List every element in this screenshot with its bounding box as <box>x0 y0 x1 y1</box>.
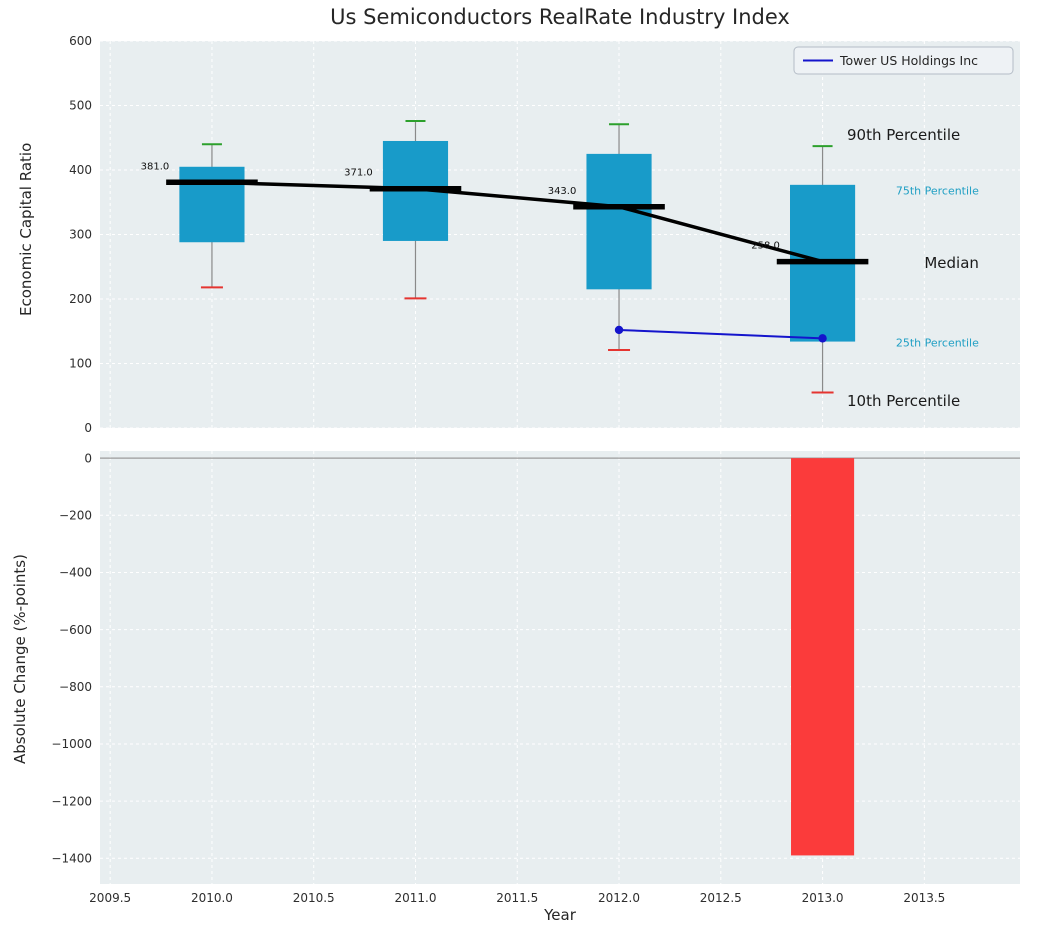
median-value-label: 371.0 <box>344 168 373 179</box>
x-tick-label: 2013.0 <box>802 891 844 905</box>
top-y-tick-label: 500 <box>69 99 92 113</box>
bottom-y-tick-label: −400 <box>59 566 92 580</box>
top-y-tick-label: 100 <box>69 357 92 371</box>
x-tick-label: 2011.0 <box>394 891 436 905</box>
company-line <box>618 328 823 340</box>
percentile-box <box>586 153 652 290</box>
percentile-annotation: 75th Percentile <box>896 184 979 197</box>
bottom-y-tick-label: −800 <box>59 680 92 694</box>
percentile-box <box>179 166 245 243</box>
chart-title: Us Semiconductors RealRate Industry Inde… <box>330 5 790 29</box>
bottom-y-tick-label: −1200 <box>51 794 92 808</box>
bottom-y-tick-label: −1400 <box>51 851 92 865</box>
x-tick-label: 2012.0 <box>598 891 640 905</box>
x-tick-label: 2010.0 <box>191 891 233 905</box>
bottom-y-tick-label: 0 <box>84 451 92 465</box>
x-tick-label: 2013.5 <box>903 891 945 905</box>
plot-background <box>100 451 1020 884</box>
median-value-label: 258.0 <box>751 241 780 252</box>
top-y-tick-label: 300 <box>69 228 92 242</box>
plot-background <box>100 41 1020 428</box>
change-bar <box>791 458 855 856</box>
legend-label: Tower US Holdings Inc <box>839 53 978 68</box>
top-y-tick-label: 400 <box>69 163 92 177</box>
x-tick-label: 2009.5 <box>89 891 131 905</box>
top-y-tick-label: 600 <box>69 34 92 48</box>
percentile-annotation: 90th Percentile <box>847 126 960 144</box>
top-y-tick-label: 200 <box>69 292 92 306</box>
x-tick-label: 2011.5 <box>496 891 538 905</box>
percentile-annotation: 25th Percentile <box>896 337 979 350</box>
median-value-label: 343.0 <box>548 186 577 197</box>
bottom-y-tick-label: −200 <box>59 509 92 523</box>
legend-box <box>793 46 1014 75</box>
x-axis-label: Year <box>544 906 576 924</box>
median-trend-line <box>210 180 825 264</box>
bottom-y-tick-label: −600 <box>59 623 92 637</box>
median-value-label: 381.0 <box>141 161 170 172</box>
company-point <box>818 334 827 343</box>
percentile-annotation: 10th Percentile <box>847 392 960 410</box>
percentile-annotation: Median <box>924 254 979 272</box>
company-point <box>614 325 624 335</box>
x-tick-label: 2010.5 <box>293 891 335 905</box>
x-tick-label: 2012.5 <box>700 891 742 905</box>
top-y-tick-label: 0 <box>84 421 92 435</box>
bottom-y-tick-label: −1000 <box>51 737 92 751</box>
